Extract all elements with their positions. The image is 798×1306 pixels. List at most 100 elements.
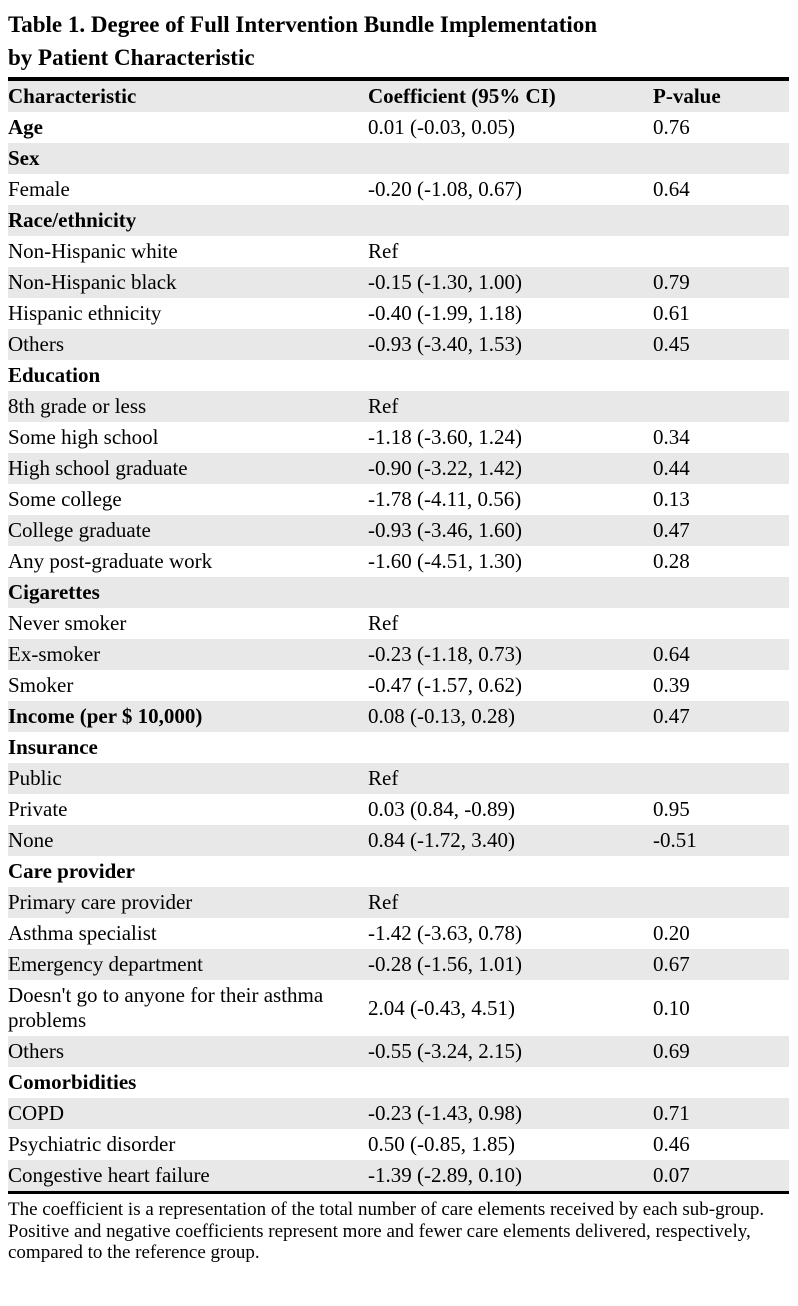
coefficient-cell xyxy=(368,577,653,608)
col-header-characteristic: Characteristic xyxy=(8,84,137,108)
section-row: Cigarettes xyxy=(8,577,789,608)
table-row: Ex-smoker -0.23 (-1.18, 0.73) 0.64 xyxy=(8,639,789,670)
pvalue-cell: 0.28 xyxy=(653,549,690,573)
coefficient-cell: -0.93 (-3.40, 1.53) xyxy=(368,332,522,356)
characteristic-cell: Some high school xyxy=(8,425,159,449)
section-row: Race/ethnicity xyxy=(8,205,789,236)
pvalue-cell: 0.34 xyxy=(653,425,690,449)
characteristic-cell: Some college xyxy=(8,487,122,511)
section-row: Sex xyxy=(8,143,789,174)
pvalue-cell: 0.95 xyxy=(653,797,690,821)
characteristic-cell: Public xyxy=(8,766,62,790)
characteristic-cell: Primary care provider xyxy=(8,890,193,914)
coefficient-cell: Ref xyxy=(368,611,399,635)
characteristic-cell: Education xyxy=(8,363,101,387)
characteristic-cell: Congestive heart failure xyxy=(8,1163,210,1187)
coefficient-cell xyxy=(368,143,653,174)
coefficient-cell: -0.23 (-1.43, 0.98) xyxy=(368,1101,522,1125)
coefficient-cell: 2.04 (-0.43, 4.51) xyxy=(368,995,515,1020)
table-row: Non-Hispanic white Ref xyxy=(8,236,789,267)
pvalue-cell xyxy=(653,143,789,174)
characteristic-cell: Asthma specialist xyxy=(8,921,157,945)
characteristic-cell: Hispanic ethnicity xyxy=(8,301,162,325)
pvalue-cell: 0.44 xyxy=(653,456,690,480)
table-row: Psychiatric disorder 0.50 (-0.85, 1.85) 0.… xyxy=(8,1129,789,1160)
characteristic-cell: Income (per $ 10,000) xyxy=(8,704,203,728)
table-title-line-1: Table 1. Degree of Full Intervention Bun… xyxy=(8,12,598,37)
pvalue-cell: 0.71 xyxy=(653,1101,690,1125)
pvalue-cell xyxy=(653,236,789,267)
coefficient-cell: -1.78 (-4.11, 0.56) xyxy=(368,487,522,511)
coefficient-cell xyxy=(368,1067,653,1098)
characteristic-cell: High school graduate xyxy=(8,456,188,480)
pvalue-cell xyxy=(653,360,789,391)
table-row: Private 0.03 (0.84, -0.89) 0.95 xyxy=(8,794,789,825)
pvalue-cell: 0.46 xyxy=(653,1132,690,1156)
pvalue-cell: 0.47 xyxy=(653,518,690,542)
table-row: High school graduate -0.90 (-3.22, 1.42) 0… xyxy=(8,453,789,484)
pvalue-cell: 0.20 xyxy=(653,921,690,945)
pvalue-cell xyxy=(653,732,789,763)
table-row: 8th grade or less Ref xyxy=(8,391,789,422)
table-row: Age 0.01 (-0.03, 0.05) 0.76 xyxy=(8,112,789,143)
characteristic-cell: COPD xyxy=(8,1101,65,1125)
table-row: College graduate -0.93 (-3.46, 1.60) 0.47 xyxy=(8,515,789,546)
table-row: Others -0.93 (-3.40, 1.53) 0.45 xyxy=(8,329,789,360)
header-row: Characteristic Coefficient (95% CI) P-va… xyxy=(8,79,789,112)
coefficient-cell: -0.23 (-1.18, 0.73) xyxy=(368,642,522,666)
characteristic-cell: Any post-graduate work xyxy=(8,549,213,573)
pvalue-cell: 0.47 xyxy=(653,704,690,728)
pvalue-cell: 0.10 xyxy=(653,995,690,1020)
pvalue-cell: -0.51 xyxy=(653,828,697,852)
characteristic-cell: Insurance xyxy=(8,735,98,759)
characteristic-cell: Sex xyxy=(8,146,40,170)
coefficient-cell xyxy=(368,732,653,763)
coefficient-cell: 0.84 (-1.72, 3.40) xyxy=(368,828,515,852)
table-row: Congestive heart failure -1.39 (-2.89, 0.… xyxy=(8,1160,789,1193)
characteristic-cell: Age xyxy=(8,115,43,139)
coefficient-cell: -0.20 (-1.08, 0.67) xyxy=(368,177,522,201)
coefficient-cell: Ref xyxy=(368,394,399,418)
coefficient-cell: -0.55 (-3.24, 2.15) xyxy=(368,1039,522,1063)
coefficient-cell: -1.39 (-2.89, 0.10) xyxy=(368,1163,522,1187)
characteristic-cell: Others xyxy=(8,332,64,356)
coefficient-cell xyxy=(368,360,653,391)
characteristic-cell: College graduate xyxy=(8,518,151,542)
pvalue-cell: 0.45 xyxy=(653,332,690,356)
pvalue-cell: 0.69 xyxy=(653,1039,690,1063)
characteristic-cell: Non-Hispanic black xyxy=(8,270,177,294)
characteristic-cell: Never smoker xyxy=(8,611,127,635)
pvalue-cell: 0.39 xyxy=(653,673,690,697)
pvalue-cell xyxy=(653,608,789,639)
pvalue-cell xyxy=(653,856,789,887)
coefficient-cell: 0.08 (-0.13, 0.28) xyxy=(368,704,515,728)
table-footnote: The coefficient is a representation of t… xyxy=(8,1199,765,1263)
pvalue-cell xyxy=(653,577,789,608)
section-row: Insurance xyxy=(8,732,789,763)
table-row: Any post-graduate work -1.60 (-4.51, 1.30… xyxy=(8,546,789,577)
coefficient-cell: -0.28 (-1.56, 1.01) xyxy=(368,952,522,976)
coefficient-cell: -0.90 (-3.22, 1.42) xyxy=(368,456,522,480)
table-row: Doesn't go to anyone for their asthma pr… xyxy=(8,980,789,1036)
table-row: Primary care provider Ref xyxy=(8,887,789,918)
coefficient-cell: 0.50 (-0.85, 1.85) xyxy=(368,1132,515,1156)
page: Table 1. Degree of Full Intervention Bun… xyxy=(8,8,789,1264)
table-row: Emergency department -0.28 (-1.56, 1.01) 0… xyxy=(8,949,789,980)
characteristic-cell: None xyxy=(8,828,54,852)
pvalue-cell xyxy=(653,887,789,918)
coefficient-cell: -0.93 (-3.46, 1.60) xyxy=(368,518,522,542)
characteristic-cell: Private xyxy=(8,797,68,821)
section-row: Comorbidities xyxy=(8,1067,789,1098)
pvalue-cell xyxy=(653,205,789,236)
pvalue-cell xyxy=(653,391,789,422)
coefficient-cell: 0.01 (-0.03, 0.05) xyxy=(368,115,515,139)
table-row: Some high school -1.18 (-3.60, 1.24) 0.34 xyxy=(8,422,789,453)
table-row: Public Ref xyxy=(8,763,789,794)
characteristic-cell: Cigarettes xyxy=(8,580,100,604)
pvalue-cell: 0.61 xyxy=(653,301,690,325)
characteristic-cell: Non-Hispanic white xyxy=(8,239,178,263)
characteristic-cell: Emergency department xyxy=(8,952,203,976)
characteristic-cell: Ex-smoker xyxy=(8,642,101,666)
pvalue-cell: 0.79 xyxy=(653,270,690,294)
characteristic-cell: Female xyxy=(8,177,70,201)
